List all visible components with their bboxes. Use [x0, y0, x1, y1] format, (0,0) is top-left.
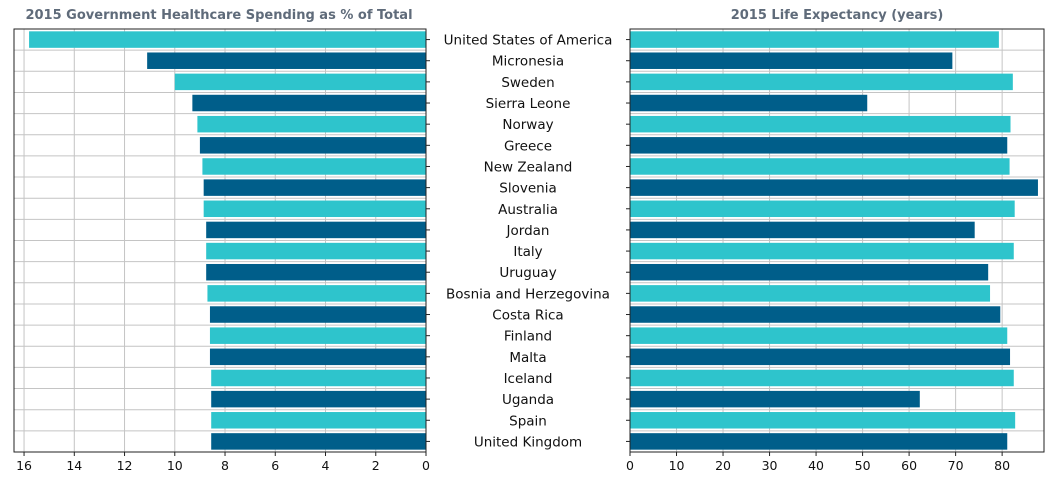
x-tick-label: 0 [422, 458, 430, 473]
country-label: Iceland [504, 371, 553, 387]
bar-iceland [630, 369, 1014, 387]
bar-slovenia [203, 179, 426, 196]
x-tick-label: 40 [808, 458, 824, 473]
x-tick-label: 70 [948, 458, 964, 473]
x-tick-label: 0 [626, 458, 634, 473]
right-panel-title: 2015 Life Expectancy (years) [731, 8, 944, 23]
x-tick-label: 10 [669, 458, 685, 473]
country-label: United Kingdom [474, 434, 582, 450]
country-label: Sweden [501, 75, 554, 91]
x-tick-label: 10 [167, 458, 183, 473]
bar-sweden [174, 73, 426, 91]
bar-micronesia [630, 52, 953, 69]
left-panel-title: 2015 Government Healthcare Spending as %… [25, 8, 412, 23]
bar-united-kingdom [211, 433, 426, 450]
bar-iceland [211, 369, 426, 387]
bar-new-zealand [202, 158, 426, 175]
bar-sierra-leone [630, 94, 868, 112]
bar-slovenia [630, 179, 1038, 196]
x-tick-label: 50 [855, 458, 871, 473]
bar-norway [630, 115, 1011, 133]
x-tick-label: 2 [372, 458, 380, 473]
left-bars [29, 31, 426, 450]
country-label: Sierra Leone [486, 96, 571, 112]
x-tick-label: 8 [221, 458, 229, 473]
x-tick-label: 30 [762, 458, 778, 473]
bar-jordan [630, 221, 975, 239]
bar-australia [630, 200, 1015, 218]
country-label: United States of America [444, 33, 613, 49]
bar-bosnia-and-herzegovina [630, 285, 991, 302]
bar-costa-rica [630, 306, 1001, 323]
x-tick-label: 16 [16, 458, 32, 473]
x-tick-label: 6 [271, 458, 279, 473]
right-x-axis: 0 10 20 30 40 50 60 70 80 [626, 39, 1010, 473]
country-label: Micronesia [492, 54, 564, 70]
bar-finland [209, 327, 426, 344]
x-tick-label: 60 [901, 458, 917, 473]
bar-sierra-leone [192, 94, 426, 112]
bar-malta [630, 348, 1011, 366]
bar-norway [197, 115, 426, 133]
right-bars [630, 31, 1038, 450]
bar-sweden [630, 73, 1013, 91]
bar-costa-rica [209, 306, 426, 323]
bar-spain [211, 412, 426, 429]
bar-finland [630, 327, 1008, 344]
right-plot-frame [629, 28, 1045, 453]
left-grid [14, 28, 427, 452]
left-x-axis: 16 14 12 10 8 6 4 2 0 [16, 39, 430, 473]
country-label: Australia [498, 202, 558, 218]
x-tick-label: 14 [66, 458, 82, 473]
bar-italy [630, 242, 1014, 260]
country-label: Costa Rica [492, 308, 563, 324]
x-tick-label: 20 [715, 458, 731, 473]
country-label: Malta [509, 350, 546, 366]
bar-united-kingdom [630, 433, 1008, 450]
x-tick-label: 80 [994, 458, 1010, 473]
bar-spain [630, 412, 1016, 429]
left-plot-frame [13, 28, 427, 453]
bar-greece [199, 137, 426, 154]
country-label: Spain [509, 413, 547, 429]
country-label: Bosnia and Herzegovina [446, 286, 610, 302]
bar-australia [203, 200, 426, 218]
country-label: Uganda [502, 392, 554, 408]
left-panel: 2015 Government Healthcare Spending as %… [13, 8, 430, 473]
country-label: Norway [502, 117, 553, 133]
bar-micronesia [147, 52, 426, 69]
country-label: Greece [504, 138, 552, 154]
bar-greece [630, 137, 1008, 154]
bar-bosnia-and-herzegovina [207, 285, 426, 302]
bar-united-states-of-america [630, 31, 999, 48]
country-label: Uruguay [499, 265, 556, 281]
country-label: New Zealand [484, 159, 573, 175]
x-tick-label: 4 [322, 458, 330, 473]
right-grid [629, 28, 1044, 452]
bar-united-states-of-america [29, 31, 426, 48]
right-panel: 2015 Life Expectancy (years) 0 10 20 30 40 50… [626, 8, 1045, 473]
country-label: Jordan [506, 223, 550, 239]
x-tick-label: 12 [117, 458, 133, 473]
bar-jordan [206, 221, 426, 239]
bar-uruguay [206, 263, 426, 281]
bar-malta [209, 348, 426, 366]
bar-uganda [211, 390, 426, 408]
bar-uganda [630, 390, 920, 408]
country-labels: United States of America Micronesia Sweden… [444, 33, 613, 451]
bar-italy [206, 242, 426, 260]
country-label: Slovenia [499, 181, 556, 197]
bar-new-zealand [630, 158, 1010, 175]
country-label: Finland [504, 329, 552, 345]
bar-uruguay [630, 263, 989, 281]
country-label: Italy [513, 244, 542, 260]
